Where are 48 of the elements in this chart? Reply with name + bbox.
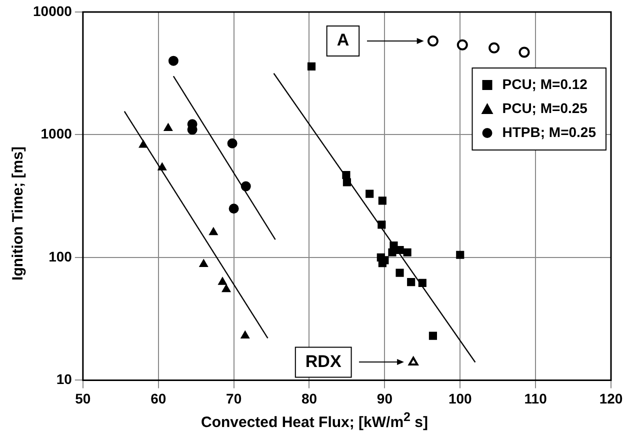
point bbox=[378, 196, 386, 205]
point bbox=[164, 123, 173, 131]
x-tick-label: 70 bbox=[226, 390, 242, 406]
point bbox=[456, 39, 468, 50]
legend-label: HTPB; M=0.25 bbox=[502, 124, 596, 140]
point bbox=[378, 220, 386, 229]
annotation: A bbox=[336, 30, 350, 50]
point bbox=[227, 138, 238, 148]
x-tick-label: 120 bbox=[599, 390, 623, 406]
point bbox=[307, 62, 316, 70]
point bbox=[456, 250, 464, 259]
y-tick-label: 10000 bbox=[32, 2, 72, 19]
point bbox=[408, 356, 418, 366]
y-tick-label: 100 bbox=[48, 248, 72, 264]
legend-label: PCU; M=0.25 bbox=[502, 100, 588, 116]
point bbox=[396, 246, 404, 254]
point bbox=[403, 248, 412, 256]
point bbox=[407, 278, 416, 286]
point bbox=[428, 332, 437, 340]
point bbox=[240, 330, 250, 339]
x-axis-title: Convected Heat Flux; [kW/m$^{2}$ s] bbox=[200, 410, 429, 431]
point bbox=[199, 259, 208, 268]
x-tick-label: 80 bbox=[301, 390, 318, 406]
point bbox=[222, 284, 231, 292]
point bbox=[342, 178, 351, 186]
y-tick-label: 10 bbox=[56, 371, 72, 388]
x-tick-label: 90 bbox=[376, 390, 393, 406]
x-tick-label: 110 bbox=[524, 390, 548, 406]
point bbox=[488, 42, 500, 54]
point bbox=[168, 56, 178, 66]
point bbox=[158, 162, 167, 170]
annotation: RDX bbox=[305, 352, 342, 371]
point bbox=[228, 204, 239, 214]
point bbox=[209, 227, 218, 236]
legend-label: PCU; M=0.12 bbox=[502, 76, 588, 92]
x-tick-label: 60 bbox=[150, 390, 166, 406]
x-tick-label: 100 bbox=[448, 390, 472, 406]
point bbox=[518, 46, 530, 58]
point bbox=[240, 181, 251, 192]
x-tick-label: 50 bbox=[75, 390, 91, 406]
point bbox=[218, 277, 227, 285]
point bbox=[366, 190, 374, 198]
point bbox=[138, 140, 148, 148]
y-axis-title: Ignition Time; [ms] bbox=[10, 146, 26, 282]
point bbox=[418, 278, 426, 287]
y-tick-label: 1000 bbox=[40, 126, 72, 142]
point bbox=[396, 268, 404, 277]
point bbox=[427, 36, 438, 47]
